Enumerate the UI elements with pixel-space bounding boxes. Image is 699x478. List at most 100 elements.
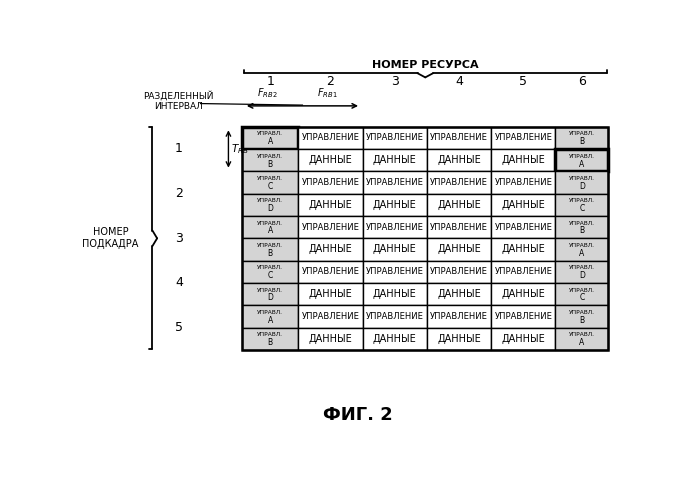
- Text: УПРАВЛЕНИЕ: УПРАВЛЕНИЕ: [430, 312, 488, 321]
- Text: УПРАВЛЕНИЕ: УПРАВЛЕНИЕ: [366, 133, 424, 142]
- Text: ДАННЫЕ: ДАННЫЕ: [501, 155, 545, 165]
- Text: УПРАВЛ.: УПРАВЛ.: [257, 288, 283, 293]
- Text: 4: 4: [175, 276, 182, 290]
- Text: ДАННЫЕ: ДАННЫЕ: [308, 334, 352, 344]
- Text: D: D: [579, 182, 585, 191]
- Bar: [243, 127, 608, 350]
- Text: УПРАВЛЕНИЕ: УПРАВЛЕНИЕ: [366, 312, 424, 321]
- Bar: [363, 149, 427, 171]
- Bar: [298, 261, 363, 283]
- Bar: [298, 305, 363, 327]
- Text: УПРАВЛ.: УПРАВЛ.: [569, 288, 595, 293]
- Text: НОМЕР
ПОДКАДРА: НОМЕР ПОДКАДРА: [82, 228, 139, 249]
- Text: 1: 1: [175, 142, 182, 155]
- Text: 6: 6: [578, 75, 586, 88]
- Bar: [556, 327, 608, 350]
- Text: УПРАВЛ.: УПРАВЛ.: [257, 154, 283, 159]
- Text: 4: 4: [455, 75, 463, 88]
- Text: С: С: [268, 271, 273, 280]
- Text: УПРАВЛЕНИЕ: УПРАВЛЕНИЕ: [430, 133, 488, 142]
- Text: ДАННЫЕ: ДАННЫЕ: [308, 200, 352, 210]
- Bar: [556, 261, 608, 283]
- Bar: [491, 283, 556, 305]
- Text: УПРАВЛ.: УПРАВЛ.: [569, 265, 595, 271]
- Text: УПРАВЛ.: УПРАВЛ.: [257, 332, 283, 337]
- Text: А: А: [579, 249, 584, 258]
- Text: НОМЕР РЕСУРСА: НОМЕР РЕСУРСА: [372, 60, 479, 70]
- Text: ДАННЫЕ: ДАННЫЕ: [437, 289, 481, 299]
- Text: В: В: [268, 249, 273, 258]
- Text: 5: 5: [175, 321, 183, 334]
- Bar: [363, 127, 427, 149]
- Text: 2: 2: [326, 75, 334, 88]
- Bar: [363, 216, 427, 239]
- Bar: [363, 171, 427, 194]
- Text: УПРАВЛЕНИЕ: УПРАВЛЕНИЕ: [494, 133, 552, 142]
- Bar: [491, 216, 556, 239]
- Text: ДАННЫЕ: ДАННЫЕ: [373, 155, 417, 165]
- Bar: [243, 305, 298, 327]
- Text: А: А: [268, 137, 273, 146]
- Text: ДАННЫЕ: ДАННЫЕ: [373, 200, 417, 210]
- Text: В: В: [268, 338, 273, 347]
- Bar: [298, 283, 363, 305]
- Bar: [556, 149, 608, 171]
- Text: 1: 1: [266, 75, 274, 88]
- Bar: [363, 283, 427, 305]
- Bar: [243, 171, 298, 194]
- Bar: [491, 194, 556, 216]
- Text: УПРАВЛ.: УПРАВЛ.: [569, 154, 595, 159]
- Bar: [491, 327, 556, 350]
- Bar: [427, 127, 491, 149]
- Text: D: D: [579, 271, 585, 280]
- Text: УПРАВЛЕНИЕ: УПРАВЛЕНИЕ: [366, 223, 424, 232]
- Bar: [298, 171, 363, 194]
- Text: УПРАВЛЕНИЕ: УПРАВЛЕНИЕ: [301, 267, 359, 276]
- Bar: [556, 239, 608, 261]
- Bar: [491, 171, 556, 194]
- Bar: [243, 327, 298, 350]
- Text: УПРАВЛ.: УПРАВЛ.: [257, 176, 283, 181]
- Text: УПРАВЛ.: УПРАВЛ.: [569, 243, 595, 248]
- Text: УПРАВЛЕНИЕ: УПРАВЛЕНИЕ: [494, 178, 552, 187]
- Text: УПРАВЛЕНИЕ: УПРАВЛЕНИЕ: [430, 267, 488, 276]
- Text: А: А: [579, 338, 584, 347]
- Text: С: С: [579, 293, 584, 303]
- Bar: [243, 216, 298, 239]
- Text: УПРАВЛ.: УПРАВЛ.: [569, 176, 595, 181]
- Text: УПРАВЛ.: УПРАВЛ.: [569, 332, 595, 337]
- Text: УПРАВЛЕНИЕ: УПРАВЛЕНИЕ: [366, 267, 424, 276]
- Bar: [363, 194, 427, 216]
- Text: ДАННЫЕ: ДАННЫЕ: [437, 200, 481, 210]
- Bar: [243, 149, 298, 171]
- Bar: [427, 239, 491, 261]
- Text: ДАННЫЕ: ДАННЫЕ: [373, 334, 417, 344]
- Text: А: А: [579, 160, 584, 169]
- Bar: [427, 261, 491, 283]
- Bar: [491, 149, 556, 171]
- Text: УПРАВЛ.: УПРАВЛ.: [569, 310, 595, 315]
- Bar: [556, 283, 608, 305]
- Text: ДАННЫЕ: ДАННЫЕ: [501, 200, 545, 210]
- Bar: [491, 239, 556, 261]
- Bar: [491, 261, 556, 283]
- Text: ДАННЫЕ: ДАННЫЕ: [437, 155, 481, 165]
- Text: УПРАВЛ.: УПРАВЛ.: [569, 131, 595, 137]
- Bar: [363, 261, 427, 283]
- Text: УПРАВЛЕНИЕ: УПРАВЛЕНИЕ: [301, 178, 359, 187]
- Bar: [363, 327, 427, 350]
- Text: УПРАВЛЕНИЕ: УПРАВЛЕНИЕ: [494, 312, 552, 321]
- Bar: [427, 327, 491, 350]
- Bar: [427, 216, 491, 239]
- Text: А: А: [268, 227, 273, 236]
- Text: ДАННЫЕ: ДАННЫЕ: [501, 334, 545, 344]
- Bar: [556, 194, 608, 216]
- Bar: [243, 194, 298, 216]
- Text: УПРАВЛЕНИЕ: УПРАВЛЕНИЕ: [301, 223, 359, 232]
- Text: $F_{RB2}$: $F_{RB2}$: [257, 86, 278, 100]
- Bar: [556, 171, 608, 194]
- Bar: [363, 305, 427, 327]
- Text: В: В: [268, 160, 273, 169]
- Text: А: А: [268, 316, 273, 325]
- Text: УПРАВЛ.: УПРАВЛ.: [257, 310, 283, 315]
